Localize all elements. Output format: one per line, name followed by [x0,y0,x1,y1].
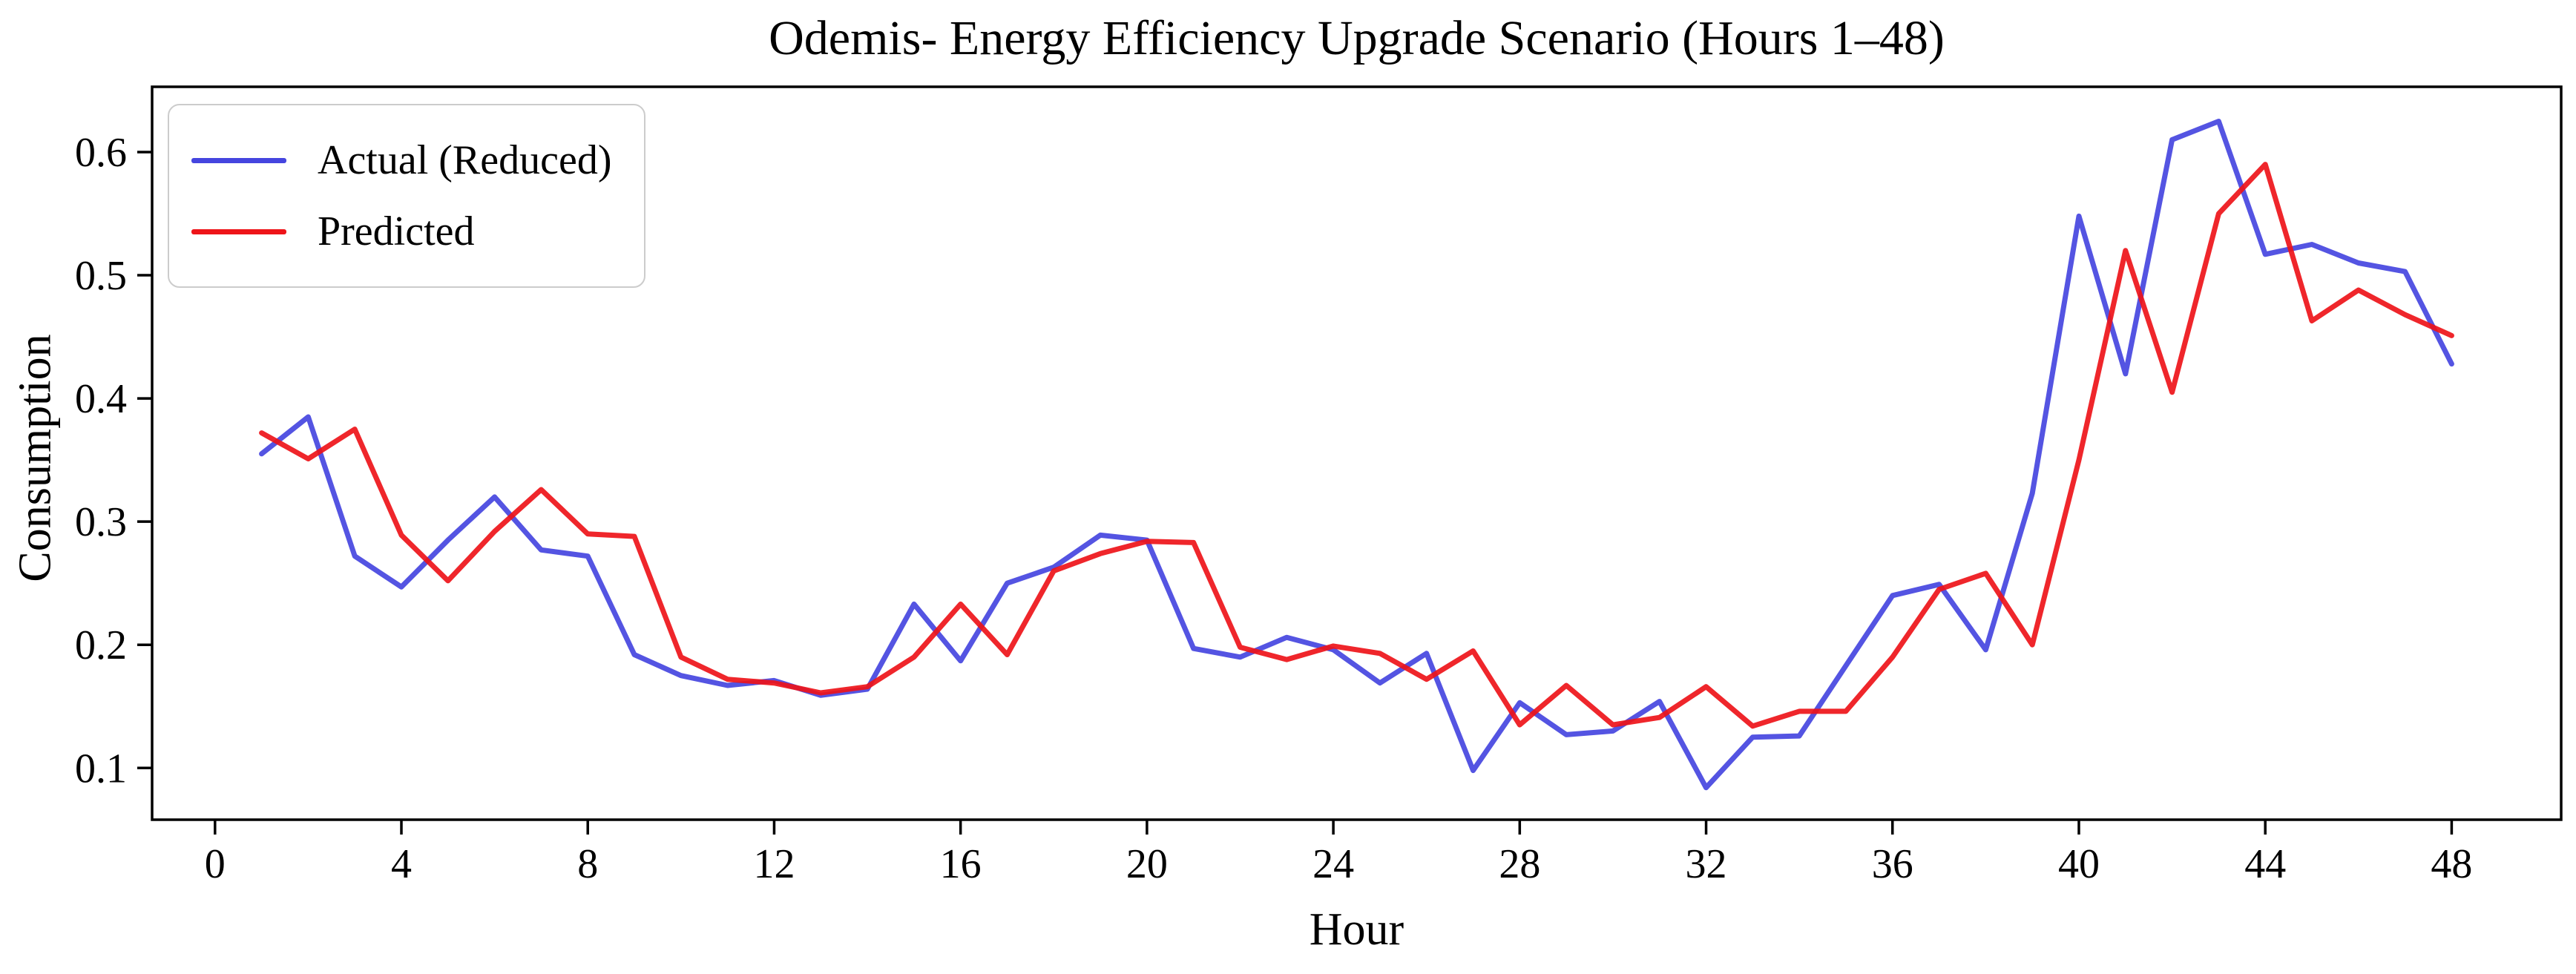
y-tick-label: 0.5 [75,253,127,299]
legend-label-actual: Actual (Reduced) [318,137,612,183]
x-tick-label: 12 [753,841,795,887]
legend-label-predicted: Predicted [318,208,475,254]
legend: Actual (Reduced) Predicted [168,104,646,288]
x-tick-label: 8 [577,841,598,887]
x-tick-label: 4 [391,841,412,887]
x-tick-label: 40 [2058,841,2100,887]
series-line-predicted [259,162,2454,729]
legend-line-swatch-predicted [191,228,286,234]
x-tick-label: 32 [1686,841,1727,887]
x-tick-label: 48 [2431,841,2472,887]
chart-title: Odemis- Energy Efficiency Upgrade Scenar… [769,11,1945,65]
y-tick-label: 0.2 [75,622,127,668]
y-axis-label: Consumption [10,334,61,582]
x-tick-label: 20 [1126,841,1168,887]
x-tick-label: 28 [1499,841,1540,887]
legend-line-swatch-actual [191,157,286,163]
axes-spines [151,85,2563,821]
legend-item-actual: Actual (Reduced) [191,125,611,196]
y-tick-label: 0.3 [75,499,127,545]
series-line-actual-reduced [259,119,2454,791]
x-axis-label: Hour [1309,904,1404,955]
x-tick-label: 24 [1312,841,1354,887]
x-tick-label: 0 [205,841,226,887]
y-tick-label: 0.1 [75,746,127,792]
x-tick-label: 16 [940,841,982,887]
legend-item-predicted: Predicted [191,196,611,267]
y-tick-label: 0.6 [75,130,127,176]
y-tick-label: 0.4 [75,376,127,422]
x-tick-label: 36 [1872,841,1913,887]
x-tick-label: 44 [2244,841,2286,887]
